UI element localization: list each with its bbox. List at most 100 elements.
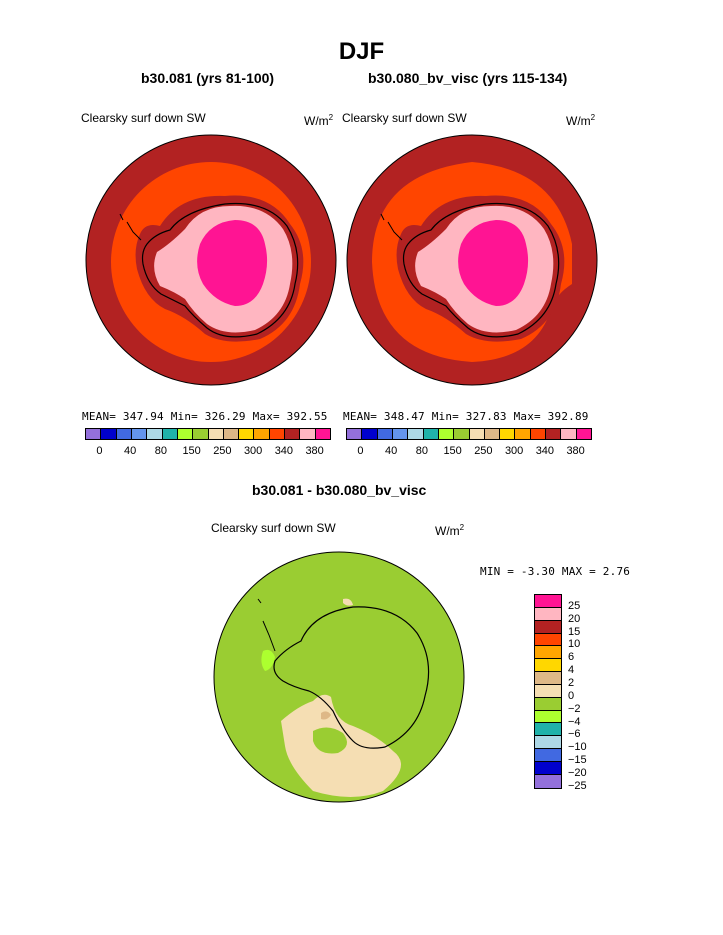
right-variable-label: Clearsky surf down SW — [342, 111, 467, 125]
colorbar-swatch — [454, 429, 470, 439]
colorbar-tick-label: 80 — [154, 445, 167, 457]
colorbar-swatch — [535, 659, 561, 673]
colorbar-swatch — [469, 429, 485, 439]
diff-variable-label: Clearsky surf down SW — [211, 521, 336, 535]
colorbar-swatch — [239, 429, 255, 439]
colorbar-tick-label: 0 — [357, 445, 364, 457]
colorbar-swatch — [535, 646, 561, 660]
colorbar-swatch — [362, 429, 378, 439]
diff-polar-map — [213, 551, 465, 803]
colorbar-tick-label: 380 — [305, 445, 324, 457]
colorbar-tick-label: 0 — [96, 445, 103, 457]
diff-colorbar — [534, 594, 562, 789]
colorbar-swatch — [561, 429, 577, 439]
right-panel-title: b30.080_bv_visc (yrs 115-134) — [368, 70, 568, 86]
peninsula-coastline — [380, 213, 403, 241]
colorbar-swatch — [535, 633, 561, 647]
colorbar-swatch — [515, 429, 531, 439]
colorbar-tick-label: −10 — [568, 741, 587, 754]
colorbar-swatch — [535, 672, 561, 685]
colorbar-swatch — [535, 620, 561, 634]
colorbar-swatch — [269, 429, 286, 439]
diff-stats: MIN = -3.30 MAX = 2.76 — [480, 565, 631, 578]
colorbar-swatch — [347, 429, 363, 439]
colorbar-swatch — [546, 429, 562, 439]
colorbar-swatch — [438, 429, 455, 439]
small-negative-pocket — [313, 727, 347, 754]
right-units-label: W/m2 — [566, 113, 596, 128]
colorbar-swatch — [535, 774, 561, 788]
diff-units-label: W/m2 — [435, 523, 465, 538]
colorbar-tick-label: −20 — [568, 766, 587, 779]
right-stats: MEAN= 348.47 Min= 327.83 Max= 392.89 — [343, 410, 589, 423]
figure-title: DJF — [338, 38, 385, 65]
colorbar-swatch — [500, 429, 516, 439]
colorbar-tick-label: 10 — [568, 638, 581, 651]
right-polar-map — [346, 134, 598, 386]
colorbar-swatch — [535, 595, 561, 608]
colorbar-tick-label: −25 — [568, 779, 587, 792]
colorbar-swatch — [530, 429, 547, 439]
colorbar-tick-label: 4 — [568, 664, 575, 677]
antarctica-coastline — [402, 202, 560, 338]
peninsula-coastline — [257, 598, 276, 652]
colorbar-tick-label: 2 — [568, 676, 575, 689]
antarctica-coastline — [273, 606, 430, 749]
colorbar-swatch — [208, 429, 224, 439]
left-variable-label: Clearsky surf down SW — [81, 111, 206, 125]
right-colorbar — [346, 428, 592, 440]
colorbar-swatch — [177, 429, 194, 439]
colorbar-swatch — [535, 749, 561, 762]
colorbar-tick-label: 340 — [535, 445, 555, 457]
diff-panel-title: b30.081 - b30.080_bv_visc — [252, 482, 427, 498]
colorbar-swatch — [392, 429, 409, 439]
left-stats: MEAN= 347.94 Min= 326.29 Max= 392.55 — [82, 410, 328, 423]
colorbar-swatch — [254, 429, 270, 439]
colorbar-tick-label: 40 — [124, 445, 137, 457]
positive-diff-patch — [321, 711, 331, 720]
negative-diff-region — [261, 649, 275, 671]
interior-region — [458, 220, 529, 306]
colorbar-swatch — [86, 429, 102, 439]
interior-region — [197, 220, 268, 306]
left-units-label: W/m2 — [304, 113, 334, 128]
colorbar-tick-label: 20 — [568, 612, 581, 625]
colorbar-swatch — [423, 429, 439, 439]
colorbar-tick-label: −2 — [568, 702, 581, 715]
colorbar-swatch — [535, 697, 561, 711]
colorbar-swatch — [131, 429, 148, 439]
colorbar-tick-label: 250 — [474, 445, 493, 457]
colorbar-tick-label: 300 — [504, 445, 524, 457]
left-polar-map — [85, 134, 337, 386]
colorbar-tick-label: 25 — [568, 599, 581, 612]
colorbar-tick-label: 380 — [566, 445, 585, 457]
positive-diff-patch-2 — [343, 598, 353, 606]
colorbar-swatch — [315, 429, 330, 439]
colorbar-tick-label: 40 — [385, 445, 398, 457]
colorbar-swatch — [408, 429, 424, 439]
colorbar-tick-label: 150 — [182, 445, 201, 457]
peninsula-coastline — [119, 213, 142, 241]
colorbar-swatch — [576, 429, 591, 439]
colorbar-swatch — [223, 429, 240, 439]
colorbar-tick-label: 150 — [443, 445, 462, 457]
colorbar-swatch — [116, 429, 132, 439]
colorbar-tick-label: −6 — [568, 728, 581, 741]
colorbar-tick-label: 250 — [213, 445, 232, 457]
colorbar-swatch — [162, 429, 178, 439]
antarctica-coastline — [141, 202, 299, 338]
colorbar-tick-label: −4 — [568, 715, 581, 728]
colorbar-swatch — [484, 429, 501, 439]
colorbar-swatch — [147, 429, 163, 439]
colorbar-swatch — [193, 429, 209, 439]
colorbar-tick-label: 6 — [568, 651, 575, 664]
colorbar-swatch — [535, 607, 561, 621]
colorbar-swatch — [300, 429, 316, 439]
colorbar-swatch — [285, 429, 301, 439]
colorbar-swatch — [535, 684, 561, 698]
colorbar-tick-label: −15 — [568, 754, 587, 767]
colorbar-swatch — [535, 710, 561, 724]
colorbar-tick-label: 15 — [568, 625, 581, 638]
colorbar-swatch — [535, 736, 561, 750]
colorbar-swatch — [535, 761, 561, 775]
